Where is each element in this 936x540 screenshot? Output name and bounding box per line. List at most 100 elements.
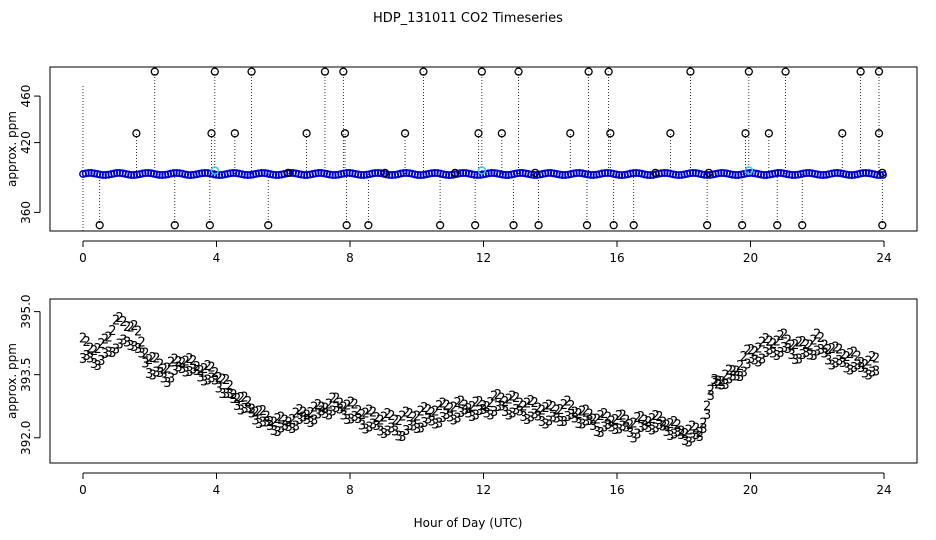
series-2-point: 2 [79,331,87,346]
series-3-point: 3 [626,426,634,441]
series-3-point: 3 [94,359,102,374]
x-tick-label: 12 [476,251,491,265]
outlier-point [150,67,159,76]
series-2-point: 2 [820,338,828,353]
series-3-point: 3 [516,405,524,420]
series-2-point: 2 [281,414,289,429]
baseline-point [314,169,323,177]
series-2-point: 2 [156,357,164,372]
series-2-point: 2 [193,360,201,375]
series-2-point: 2 [648,412,656,427]
series-3-point: 3 [145,367,153,382]
series-2-point: 2 [273,412,281,427]
series-2-point: 2 [674,418,682,433]
series-3-point: 3 [428,414,436,429]
series-3-point: 3 [567,408,575,423]
series-3-point: 3 [218,387,226,402]
series-3-point: 3 [303,413,311,428]
outlier-point [207,129,216,138]
series-2-point: 2 [358,408,366,423]
series-3-point: 3 [868,366,876,381]
series-3-point: 3 [163,376,171,391]
series-3-point: 3 [541,417,549,432]
series-3-point: 3 [663,425,671,440]
x-tick-label: 4 [213,483,221,497]
series-3-point: 3 [685,435,693,450]
series-2-point: 2 [806,338,814,353]
series-2-point: 2 [178,356,186,371]
series-3-point: 3 [200,375,208,390]
bottom-plot-frame [49,298,918,464]
bottom-ylabel: approx. ppm [5,343,19,419]
series-2-point: 2 [538,404,546,419]
baseline-point [368,169,377,178]
baseline-point [700,170,709,179]
series-3-point: 3 [556,415,564,430]
series-2-point: 2 [530,396,538,411]
series-2-point: 2 [490,390,498,405]
baseline-point [484,169,493,178]
series-2-point: 2 [116,311,124,326]
outlier-point [320,67,330,76]
series-2-point: 2 [475,395,483,410]
series-2-point: 2 [354,404,362,419]
outlier-point [874,67,884,76]
series-2-point: 2 [163,362,171,377]
highlight-point [744,166,754,175]
series-2-point: 2 [413,410,421,425]
series-2-point: 2 [685,423,693,438]
series-2-point: 2 [299,406,307,421]
highlight-point [210,166,220,175]
outlier-point [230,129,240,138]
outlier-point [210,67,219,76]
baseline-point [813,170,822,179]
series-3-point: 3 [442,408,450,423]
series-2-point: 2 [633,411,641,426]
series-3-point: 3 [112,343,120,358]
series-3-point: 3 [699,422,707,437]
series-2-point: 2 [328,391,336,406]
series-3-point: 3 [824,354,832,369]
series-3-point: 3 [593,425,601,440]
series-3-point: 3 [725,373,733,388]
series-3-point: 3 [864,368,872,383]
series-3-point: 3 [681,434,689,449]
series-3-point: 3 [116,337,124,352]
series-2-point: 2 [637,410,645,425]
outlier-point [566,129,575,138]
series-3-point: 3 [751,354,759,369]
series-2-point: 2 [417,404,425,419]
outlier-point [342,221,351,230]
outlier-point [744,67,753,76]
series-2-point: 2 [457,395,465,410]
series-3-point: 3 [630,431,638,446]
outlier-point [651,168,660,177]
series-2-point: 2 [244,395,252,410]
outlier-point [264,221,273,230]
highlight-point [477,166,487,175]
series-2-point: 2 [736,359,744,374]
series-3-point: 3 [585,414,593,429]
series-2-point: 2 [644,415,652,430]
series-2-point: 2 [314,398,322,413]
series-2-point: 2 [395,414,403,429]
series-2-point: 2 [384,407,392,422]
series-3-point: 3 [571,412,579,427]
series-3-point: 3 [244,402,252,417]
series-2-point: 2 [251,406,259,421]
series-2-point: 2 [626,418,634,433]
series-3-point: 3 [637,421,645,436]
series-2-point: 2 [758,335,766,350]
series-2-point: 2 [666,417,674,432]
outlier-point [471,221,480,230]
series-2-point: 2 [86,341,94,356]
outlier-point [878,168,887,177]
series-3-point: 3 [127,339,135,354]
series-3-point: 3 [193,364,201,379]
baseline-point [98,171,107,179]
series-3-point: 3 [211,374,219,389]
series-3-point: 3 [281,419,289,434]
series-2-point: 2 [534,402,542,417]
series-2-point: 2 [233,392,241,407]
series-3-point: 3 [141,356,149,371]
